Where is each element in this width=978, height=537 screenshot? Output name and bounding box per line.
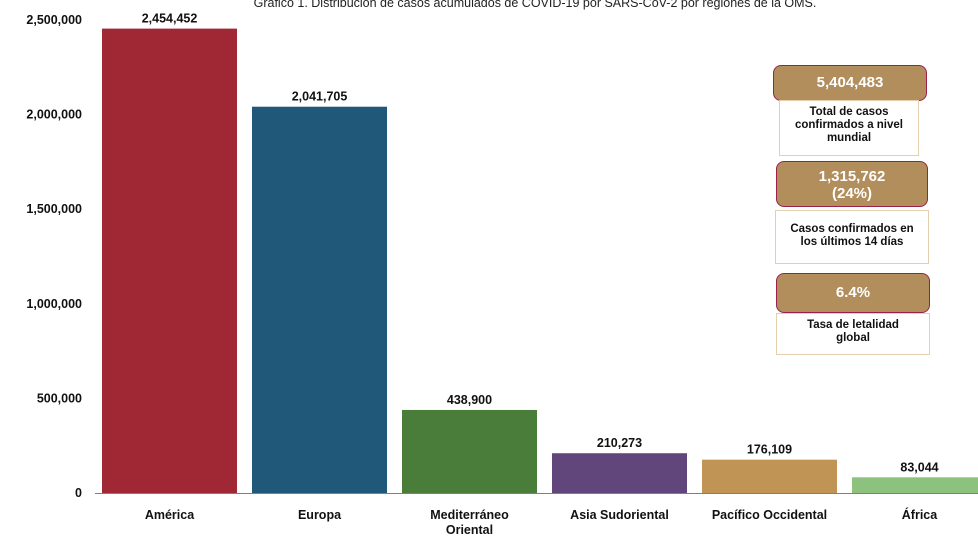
y-tick-label: 0 bbox=[75, 486, 82, 500]
total-cases-value: 5,404,483 bbox=[816, 74, 884, 91]
recent-cases-label: Casos confirmados en los últimos 14 días bbox=[790, 223, 914, 248]
lethality-value: 6.4% bbox=[835, 284, 871, 301]
bars-group: 2,454,452 2,041,705 438,900 210,273 176,109 8… bbox=[102, 12, 978, 494]
total-cases-label: Total de casos confirmados a nivel mundi… bbox=[794, 106, 903, 144]
total-cases-label-box: Total de casos confirmados a nivel mundi… bbox=[779, 100, 919, 156]
bar-value-label: 2,454,452 bbox=[142, 12, 198, 26]
recent-cases-percent: (24%) bbox=[831, 185, 872, 202]
x-tick-label: Mediterráneo Oriental bbox=[430, 508, 509, 537]
bar bbox=[702, 459, 837, 493]
total-cases-value-pill: 5,404,483 bbox=[773, 65, 927, 101]
bar-value-label: 83,044 bbox=[900, 460, 938, 474]
y-tick-label: 1,500,000 bbox=[26, 202, 82, 216]
y-tick-label: 2,500,000 bbox=[26, 13, 82, 27]
x-tick-label: Asia Sudoriental bbox=[570, 508, 669, 522]
recent-cases-value: 1,315,762 bbox=[818, 168, 886, 185]
x-axis: América Europa Mediterráneo Oriental Asia Su… bbox=[95, 493, 978, 537]
bar bbox=[102, 28, 237, 494]
chart-title: Gráfico 1. Distribución de casos acumula… bbox=[254, 0, 817, 10]
y-tick-label: 1,000,000 bbox=[26, 297, 82, 311]
recent-cases-value-pill: 1,315,762 (24%) bbox=[776, 161, 928, 207]
bar-value-label: 2,041,705 bbox=[292, 90, 348, 104]
bar-value-label: 176,109 bbox=[747, 443, 792, 457]
lethality-label: Tasa de letalidad global bbox=[807, 319, 899, 344]
x-tick-label: Pacífico Occidental bbox=[712, 508, 827, 522]
bar bbox=[252, 106, 387, 493]
y-axis: 0 500,000 1,000,000 1,500,000 2,000,000 2,500… bbox=[26, 13, 82, 500]
lethality-label-box: Tasa de letalidad global bbox=[776, 313, 930, 355]
bar bbox=[852, 477, 978, 493]
recent-cases-label-box: Casos confirmados en los últimos 14 días bbox=[775, 210, 929, 264]
bar bbox=[402, 409, 537, 493]
x-tick-label: América bbox=[145, 508, 195, 522]
x-tick-label: Europa bbox=[298, 508, 342, 522]
bar-value-label: 438,900 bbox=[447, 393, 492, 407]
y-tick-label: 500,000 bbox=[37, 391, 82, 405]
bar-value-label: 210,273 bbox=[597, 436, 642, 450]
x-tick-label: África bbox=[902, 507, 938, 522]
y-tick-label: 2,000,000 bbox=[26, 108, 82, 122]
lethality-value-pill: 6.4% bbox=[776, 273, 930, 313]
bar bbox=[552, 453, 687, 493]
